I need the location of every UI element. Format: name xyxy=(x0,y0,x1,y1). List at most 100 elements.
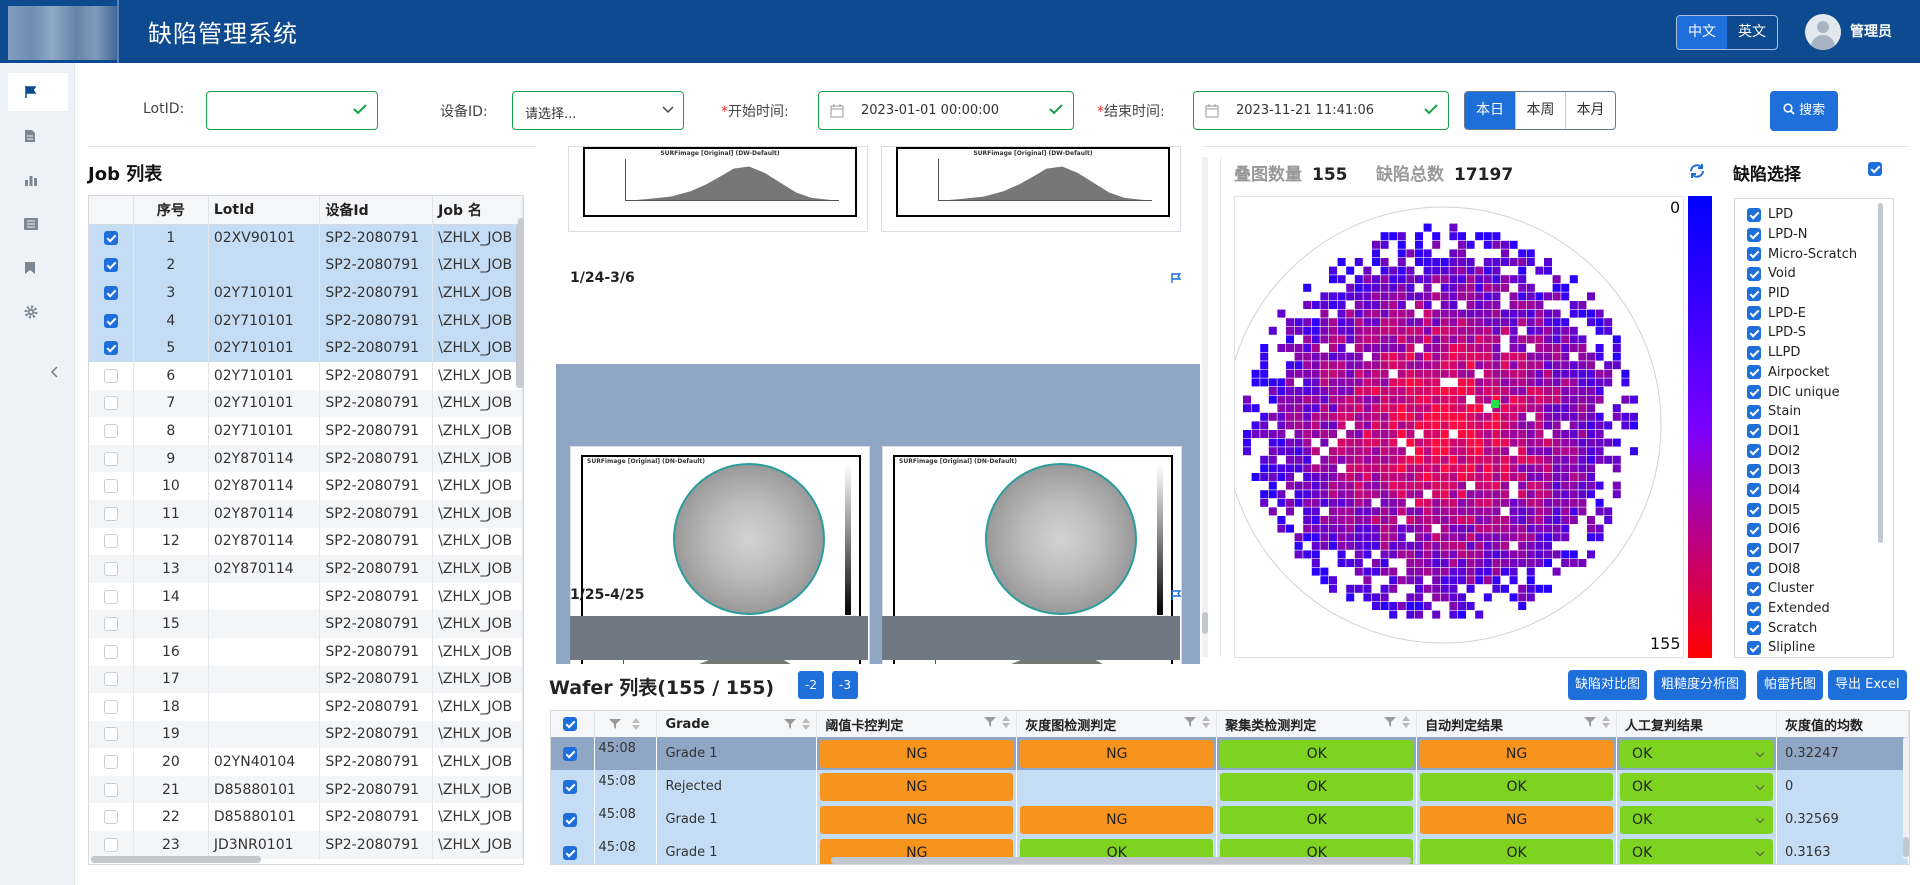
row-checkbox-cell[interactable] xyxy=(551,770,596,803)
table-row[interactable]: 20 02YN40104 SP2-2080791 \ZHLX_JOB xyxy=(89,748,523,776)
row-checkbox-cell[interactable] xyxy=(551,803,596,836)
table-row[interactable]: 11 02Y870114 SP2-2080791 \ZHLX_JOB xyxy=(89,499,523,528)
column-header[interactable]: 聚集类检测判定 xyxy=(1216,711,1418,737)
defect-type-item[interactable]: Cluster xyxy=(1735,579,1893,599)
lang-chinese-button[interactable]: 中文 xyxy=(1677,16,1727,49)
sidebar-item-settings[interactable] xyxy=(8,293,68,331)
row-checkbox[interactable] xyxy=(103,672,118,687)
row-checkbox[interactable] xyxy=(103,258,118,273)
column-header[interactable]: Job 名 xyxy=(432,196,523,225)
manual-review-select[interactable]: OK xyxy=(1620,772,1773,801)
row-checkbox[interactable] xyxy=(103,561,118,576)
defect-type-item[interactable]: Void xyxy=(1735,264,1893,284)
defect-type-checkbox[interactable] xyxy=(1747,325,1761,340)
flag-icon[interactable] xyxy=(1170,589,1182,601)
table-row[interactable]: 6 02Y710101 SP2-2080791 \ZHLX_JOB xyxy=(89,361,523,390)
row-checkbox-cell[interactable] xyxy=(89,555,134,583)
row-checkbox-cell[interactable] xyxy=(89,582,134,611)
defect-type-item[interactable]: LPD-N xyxy=(1735,225,1893,245)
column-header[interactable]: 灰度值的均数 xyxy=(1776,711,1909,737)
table-row[interactable]: 45:08 Grade 1 NG OK OK OK OK 0.3163 xyxy=(551,836,1909,864)
defect-type-item[interactable]: DOI8 xyxy=(1735,559,1893,579)
row-checkbox[interactable] xyxy=(103,699,118,714)
row-checkbox[interactable] xyxy=(103,837,118,852)
sort-icon[interactable] xyxy=(1402,716,1411,728)
defect-type-checkbox[interactable] xyxy=(1747,286,1761,301)
row-checkbox-cell[interactable] xyxy=(551,737,596,770)
sort-icon[interactable] xyxy=(802,718,811,730)
row-checkbox[interactable] xyxy=(103,368,118,383)
row-checkbox[interactable] xyxy=(563,746,577,761)
filter-chip[interactable]: -3 xyxy=(832,671,858,699)
column-header[interactable]: LotId xyxy=(208,196,321,225)
defect-type-item[interactable]: DOI4 xyxy=(1735,481,1893,501)
row-checkbox-cell[interactable] xyxy=(551,836,596,864)
sort-icon[interactable] xyxy=(1002,716,1011,728)
defect-type-checkbox[interactable] xyxy=(1747,581,1761,596)
table-row[interactable]: 13 02Y870114 SP2-2080791 \ZHLX_JOB xyxy=(89,555,523,583)
defect-type-checkbox[interactable] xyxy=(1747,503,1761,518)
row-checkbox-cell[interactable] xyxy=(89,637,134,666)
table-row[interactable]: 14 SP2-2080791 \ZHLX_JOB xyxy=(89,582,523,611)
table-row[interactable]: 4 02Y710101 SP2-2080791 \ZHLX_JOB xyxy=(89,306,523,335)
table-row[interactable]: 23 JD3NR0101 SP2-2080791 \ZHLX_JOB xyxy=(89,831,523,859)
row-checkbox-cell[interactable] xyxy=(89,803,134,832)
table-row[interactable]: 22 D85880101 SP2-2080791 \ZHLX_JOB xyxy=(89,803,523,832)
row-checkbox-cell[interactable] xyxy=(89,748,134,776)
defect-type-checkbox[interactable] xyxy=(1747,444,1761,459)
filter-icon[interactable] xyxy=(784,719,797,729)
row-checkbox-cell[interactable] xyxy=(89,527,134,556)
defect-type-item[interactable]: DIC unique xyxy=(1735,382,1893,402)
table-row[interactable]: 3 02Y710101 SP2-2080791 \ZHLX_JOB xyxy=(89,279,523,307)
column-header[interactable]: 设备Id xyxy=(319,196,434,225)
defect-type-item[interactable]: Slipline xyxy=(1735,638,1893,657)
filter-icon[interactable] xyxy=(1384,717,1397,727)
equipment-select[interactable]: 请选择... xyxy=(512,91,684,130)
row-checkbox[interactable] xyxy=(103,727,118,742)
table-row[interactable]: 21 D85880101 SP2-2080791 \ZHLX_JOB xyxy=(89,775,523,804)
defect-type-checkbox[interactable] xyxy=(1747,404,1761,419)
defect-type-item[interactable]: DOI1 xyxy=(1735,422,1893,442)
row-checkbox-cell[interactable] xyxy=(89,279,134,307)
row-checkbox[interactable] xyxy=(103,810,118,825)
filter-icon[interactable] xyxy=(984,717,997,727)
row-checkbox[interactable] xyxy=(103,644,118,659)
sort-icon[interactable] xyxy=(1202,716,1211,728)
defect-type-item[interactable]: LLPD xyxy=(1735,343,1893,363)
row-checkbox[interactable] xyxy=(103,782,118,797)
row-checkbox-cell[interactable] xyxy=(89,389,134,418)
table-row[interactable]: 16 SP2-2080791 \ZHLX_JOB xyxy=(89,637,523,666)
row-checkbox-cell[interactable] xyxy=(89,334,134,362)
defect-compare-button[interactable]: 缺陷对比图 xyxy=(1568,670,1648,700)
filter-icon[interactable] xyxy=(609,719,622,729)
row-checkbox[interactable] xyxy=(563,779,577,794)
defect-list-vscroll[interactable] xyxy=(1878,203,1883,543)
sidebar-item-bookmarks[interactable] xyxy=(8,249,68,287)
defect-type-item[interactable]: DOI7 xyxy=(1735,540,1893,560)
sort-icon[interactable] xyxy=(632,718,641,730)
defect-type-checkbox[interactable] xyxy=(1747,227,1761,242)
table-row[interactable]: 9 02Y870114 SP2-2080791 \ZHLX_JOB xyxy=(89,444,523,473)
image-card[interactable]: SURFimage [Original] (DW-Default) xyxy=(568,146,868,232)
manual-review-select[interactable]: OK xyxy=(1620,838,1773,864)
row-checkbox-cell[interactable] xyxy=(89,361,134,390)
column-header[interactable]: Grade xyxy=(656,711,818,737)
lotid-input[interactable] xyxy=(206,91,378,130)
defect-type-item[interactable]: DOI2 xyxy=(1735,441,1893,461)
manual-review-select[interactable]: OK xyxy=(1620,739,1773,768)
defect-type-checkbox[interactable] xyxy=(1747,266,1761,281)
sidebar-item-list[interactable] xyxy=(8,205,68,243)
table-row[interactable]: 7 02Y710101 SP2-2080791 \ZHLX_JOB xyxy=(89,389,523,418)
defect-type-item[interactable]: Scratch xyxy=(1735,618,1893,638)
defect-type-item[interactable]: Micro-Scratch xyxy=(1735,244,1893,264)
defect-type-checkbox[interactable] xyxy=(1747,385,1761,400)
defect-type-item[interactable]: LPD-E xyxy=(1735,303,1893,323)
defect-type-item[interactable]: Airpocket xyxy=(1735,363,1893,383)
defect-type-checkbox[interactable] xyxy=(1747,306,1761,321)
table-row[interactable]: 10 02Y870114 SP2-2080791 \ZHLX_JOB xyxy=(89,472,523,500)
row-checkbox[interactable] xyxy=(103,617,118,632)
row-checkbox[interactable] xyxy=(103,755,118,770)
row-checkbox-cell[interactable] xyxy=(89,610,134,638)
row-checkbox[interactable] xyxy=(103,423,118,438)
row-checkbox[interactable] xyxy=(103,451,118,466)
